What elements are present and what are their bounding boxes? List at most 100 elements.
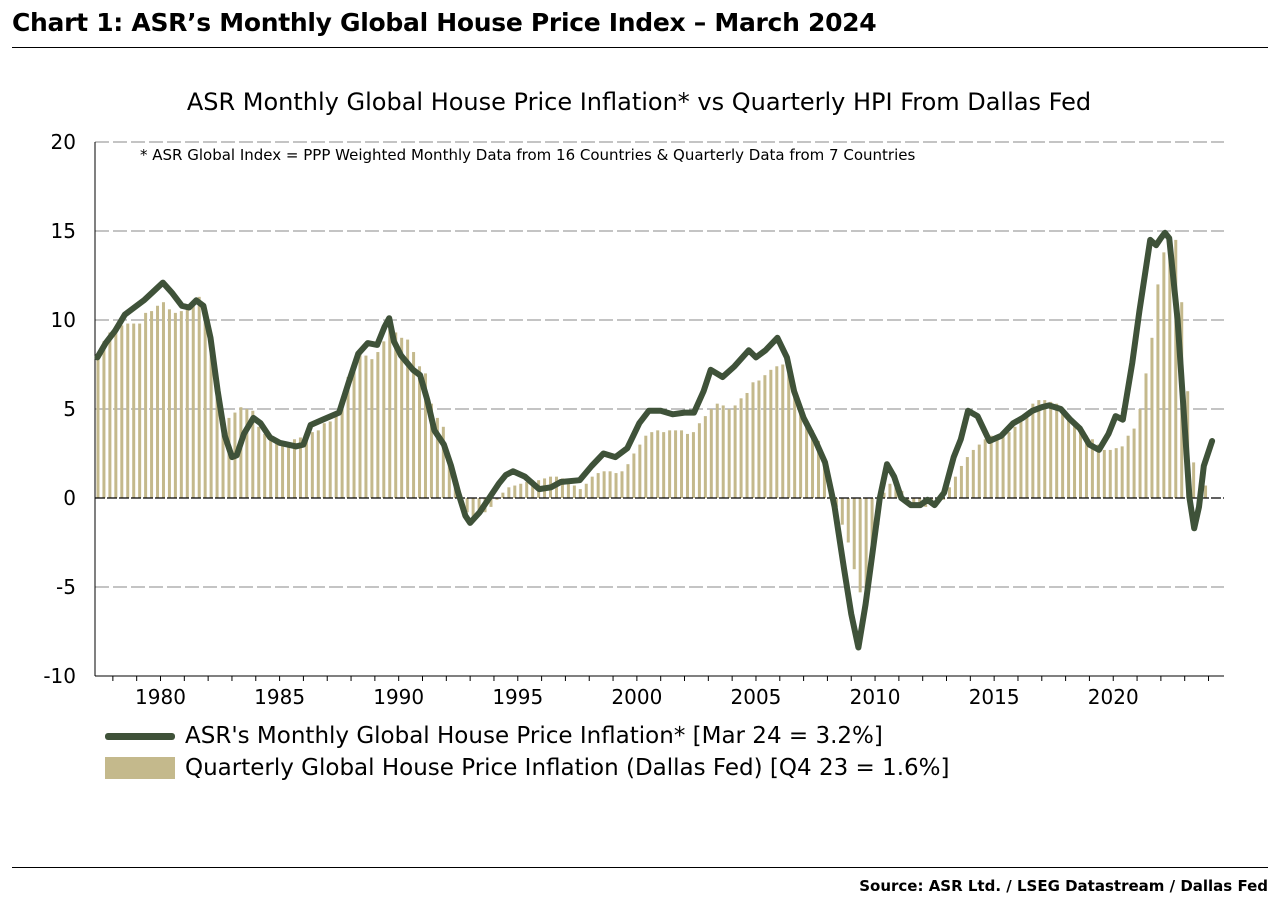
bar [787,373,791,498]
bar [513,485,517,498]
bar [721,405,725,498]
bar [1084,435,1088,498]
bar [840,498,844,525]
bar [269,437,273,498]
bar [1174,239,1178,498]
bar [423,373,427,498]
bar [227,417,231,498]
bar [203,311,207,498]
bar [870,498,874,566]
bar [167,309,171,498]
bar [1102,449,1106,498]
bar [1192,462,1196,498]
bar [1156,284,1160,498]
bar [489,498,493,507]
bar [965,457,969,498]
y-tick-label: 10 [51,308,76,332]
bar [942,498,946,500]
bar [626,464,630,498]
bar [1055,403,1059,498]
bar [775,366,779,498]
bar [620,471,624,498]
bar [989,435,993,498]
bar [495,498,499,500]
bar [763,375,767,498]
bar [560,478,564,498]
bar [376,352,380,498]
bar [888,483,892,498]
bar [263,433,267,498]
bar [96,355,100,498]
bar [745,392,749,498]
bar [138,323,142,498]
bar [114,327,118,498]
x-tick-label: 2020 [1088,685,1139,709]
bar [287,442,291,498]
bar [328,421,332,498]
bar [298,437,302,498]
bar [394,332,398,498]
bar [1007,432,1011,498]
bar [120,325,124,498]
bar [406,339,410,498]
bar [1073,423,1077,498]
bar [858,498,862,593]
bar [697,423,701,498]
series-line [94,229,1216,651]
bar [715,403,719,498]
bar [632,453,636,498]
bar [471,498,475,520]
chart-title: ASR Monthly Global House Price Inflation… [186,88,1092,116]
bar [465,498,469,513]
bar [727,409,731,498]
x-tick-label: 1990 [373,685,424,709]
bar [995,437,999,498]
bar [769,369,773,498]
bar [1144,373,1148,498]
bar [971,449,975,498]
bar [382,341,386,498]
bar [1067,416,1071,498]
bar [852,498,856,570]
bar [757,380,761,498]
x-tick-label: 2010 [850,685,901,709]
legend-item-line: ASR's Monthly Global House Price Inflati… [105,723,883,749]
bar [364,355,368,498]
bar [781,364,785,498]
bar [1049,401,1053,498]
y-tick-label: 5 [63,397,76,421]
bar [1001,435,1005,498]
bar [894,487,898,498]
bar [251,410,255,498]
bar [959,465,963,498]
bar [983,439,987,498]
legend-label-line: ASR's Monthly Global House Price Inflati… [185,723,883,749]
bar [346,376,350,498]
legend-line-swatch [105,732,175,740]
legend-label-bars: Quarterly Global House Price Inflation (… [185,755,950,781]
bar [525,481,529,498]
bar [793,391,797,498]
bar [1168,245,1172,498]
bar [352,362,356,498]
bar [531,480,535,498]
bar [1150,337,1154,498]
bottom-divider [12,867,1268,868]
bar [799,409,803,498]
x-tick-label: 2000 [611,685,662,709]
y-tick-label: -5 [56,575,76,599]
bar [191,300,195,498]
x-tick-label: 2005 [731,685,782,709]
bar [733,405,737,498]
bar [197,296,201,498]
bar [179,311,183,498]
bar [751,382,755,498]
bar [447,458,451,498]
bar [977,444,981,498]
x-tick-label: 1980 [135,685,186,709]
bar [435,417,439,498]
bar [674,430,678,498]
bar [1019,421,1023,498]
bar [132,323,136,498]
